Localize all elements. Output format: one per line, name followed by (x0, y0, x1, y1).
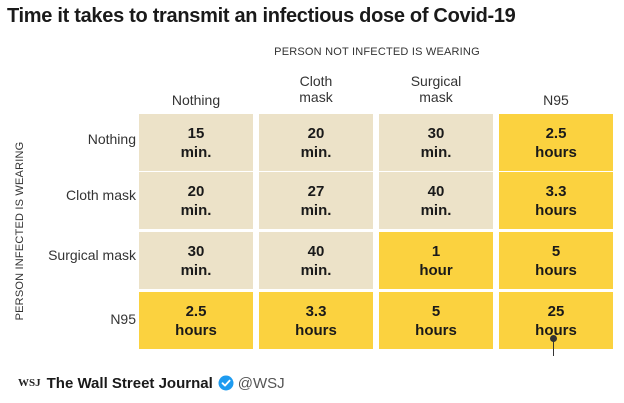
column-header-nothing: Nothing (171, 92, 221, 108)
cell-cloth-mask-nothing: 20 min. (139, 172, 253, 229)
chart-title: Time it takes to transmit an infectious … (7, 5, 516, 27)
cell-surgical-mask-n95: 5 hours (499, 232, 613, 289)
cell-value: 40 min. (300, 242, 332, 279)
cell-value: 15 min. (180, 124, 212, 161)
row-header-n95: N95 (110, 311, 136, 327)
cell-value: 3.3 hours (295, 302, 337, 339)
cell-n95-surgical-mask: 5 hours (379, 292, 493, 349)
cell-nothing-cloth-mask: 20 min. (259, 114, 373, 171)
cell-value: 20 min. (180, 182, 212, 219)
publisher-handle[interactable]: @WSJ (237, 374, 285, 392)
cell-value: 1 hour (419, 242, 453, 279)
cell-value: 20 min. (300, 124, 332, 161)
cell-surgical-mask-nothing: 30 min. (139, 232, 253, 289)
cell-value: 30 min. (180, 242, 212, 279)
cell-surgical-mask-surgical-mask: 1 hour (379, 232, 493, 289)
cell-value: 5 hours (535, 242, 577, 279)
column-header-cloth-mask: Cloth mask (299, 73, 333, 105)
row-axis-label: PERSON INFECTED IS WEARING (14, 141, 26, 321)
cell-cloth-mask-cloth-mask: 27 min. (259, 172, 373, 229)
column-header-surgical-mask: Surgical mask (410, 73, 462, 105)
cell-nothing-nothing: 15 min. (139, 114, 253, 171)
cell-value: 27 min. (300, 182, 332, 219)
wsj-logo: WSJ (18, 377, 41, 389)
text-cursor (553, 337, 554, 356)
cell-value: 2.5 hours (535, 124, 577, 161)
cell-n95-nothing: 2.5 hours (139, 292, 253, 349)
cell-value: 3.3 hours (535, 182, 577, 219)
attribution-footer: WSJ The Wall Street Journal @WSJ (18, 372, 285, 394)
cell-value: 30 min. (420, 124, 452, 161)
row-header-cloth-mask: Cloth mask (65, 187, 136, 203)
cell-n95-cloth-mask: 3.3 hours (259, 292, 373, 349)
cell-value: 5 hours (415, 302, 457, 339)
cell-surgical-mask-cloth-mask: 40 min. (259, 232, 373, 289)
column-header-n95: N95 (543, 92, 569, 108)
cell-nothing-n95: 2.5 hours (499, 114, 613, 171)
cell-value: 2.5 hours (175, 302, 217, 339)
column-axis-label: PERSON NOT INFECTED IS WEARING (274, 46, 480, 58)
text-cursor-dot (550, 335, 557, 342)
row-header-surgical-mask: Surgical mask (48, 247, 136, 263)
row-header-nothing: Nothing (87, 131, 136, 147)
cell-value: 25 hours (535, 302, 577, 339)
cell-value: 40 min. (420, 182, 452, 219)
verified-badge-icon (218, 375, 234, 391)
cell-cloth-mask-surgical-mask: 40 min. (379, 172, 493, 229)
publisher-name[interactable]: The Wall Street Journal (46, 374, 213, 392)
cell-nothing-surgical-mask: 30 min. (379, 114, 493, 171)
cell-cloth-mask-n95: 3.3 hours (499, 172, 613, 229)
